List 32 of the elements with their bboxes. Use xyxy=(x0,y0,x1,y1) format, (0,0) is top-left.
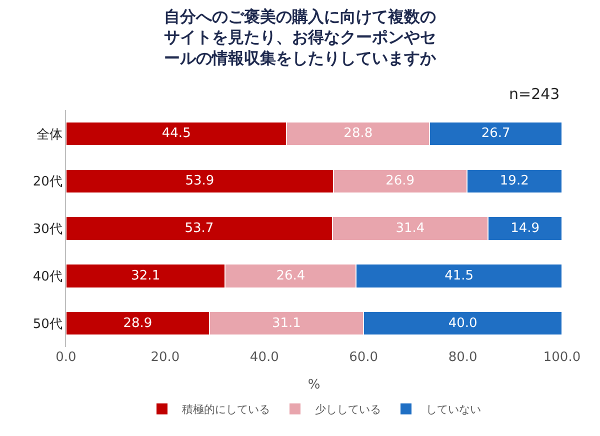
data-label: 44.5 xyxy=(162,126,191,142)
y-tick-label: 50代 xyxy=(32,316,62,332)
data-label: 14.9 xyxy=(510,221,540,236)
data-label: 53.9 xyxy=(185,174,214,189)
text: n=243 xyxy=(509,85,560,103)
legend-label: 積極的にしている xyxy=(182,403,270,416)
data-label: 41.5 xyxy=(444,268,474,284)
legend-label: 少ししている xyxy=(315,403,381,416)
data-label: 26.4 xyxy=(276,268,306,284)
x-tick-label: 0.0 xyxy=(56,350,76,365)
legend-label: していない xyxy=(426,403,481,416)
y-tick-label: 30代 xyxy=(32,222,62,238)
data-label: 28.9 xyxy=(123,316,152,331)
chart-title: 自分へのご褒美の購入に向けて複数のサイトを見たり、お得なクーポンやセールの情報収集をしたりしていますか xyxy=(164,6,437,68)
x-tick-label: 60.0 xyxy=(349,350,378,365)
data-label: 28.8 xyxy=(344,126,373,142)
data-label: 32.1 xyxy=(131,268,160,284)
data-label: 40.0 xyxy=(448,316,478,331)
y-tick-label: 全体 xyxy=(36,127,62,142)
x-tick-label: 100.0 xyxy=(543,350,581,365)
y-tick-label: 40代 xyxy=(32,269,62,284)
x-tick-label: 40.0 xyxy=(250,350,279,365)
y-tick-label: 20代 xyxy=(32,174,62,190)
data-label: 19.2 xyxy=(500,174,529,189)
data-label: 31.1 xyxy=(272,316,301,331)
data-label: 53.7 xyxy=(184,221,214,236)
data-label: 26.7 xyxy=(481,126,510,142)
x-axis-title: % xyxy=(308,378,320,393)
x-tick-label: 80.0 xyxy=(448,350,478,365)
data-label: 26.9 xyxy=(386,174,415,189)
x-tick-label: 20.0 xyxy=(150,350,180,365)
data-label: 31.4 xyxy=(396,221,425,236)
